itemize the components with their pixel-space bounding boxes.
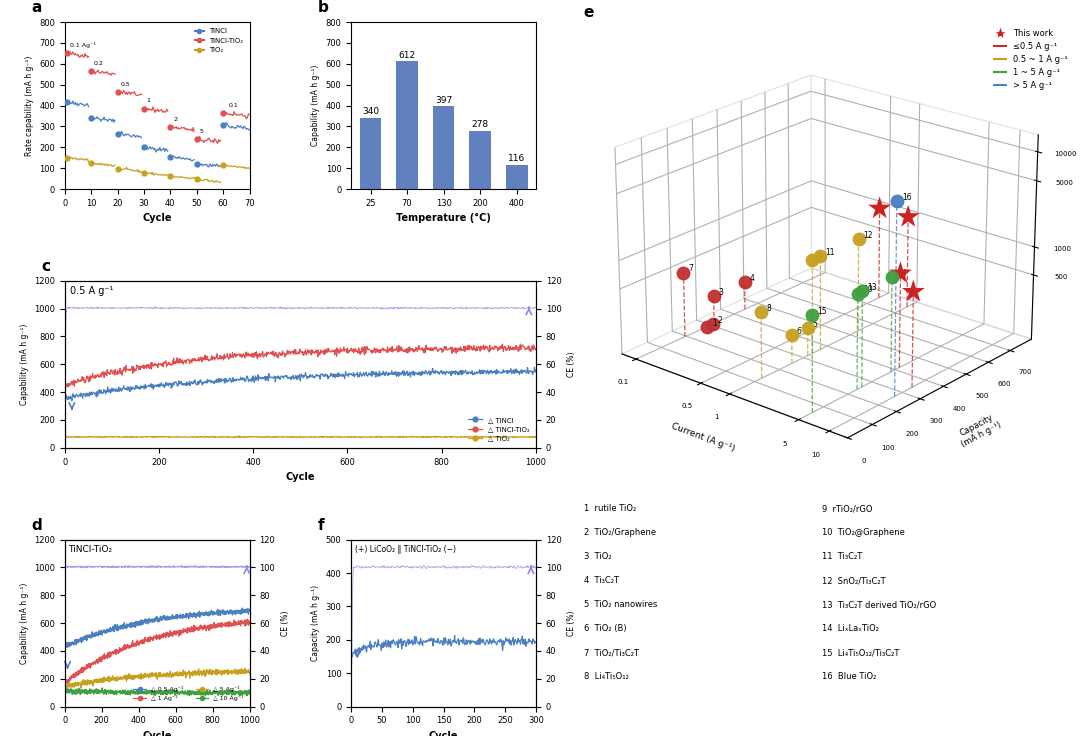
- Text: 4  Ti₃C₂T: 4 Ti₃C₂T: [584, 576, 620, 585]
- Text: 16  Blue TiO₂: 16 Blue TiO₂: [822, 672, 876, 681]
- Text: 14  LiₓLaₓTiO₂: 14 LiₓLaₓTiO₂: [822, 624, 879, 633]
- Text: 13  Ti₃C₂T derived TiO₂/rGO: 13 Ti₃C₂T derived TiO₂/rGO: [822, 600, 936, 609]
- Text: (+) LiCoO₂ ‖ TiNCl-TiO₂ (−): (+) LiCoO₂ ‖ TiNCl-TiO₂ (−): [355, 545, 456, 553]
- Text: 340: 340: [362, 107, 379, 116]
- Y-axis label: Rate capability (mA h g⁻¹): Rate capability (mA h g⁻¹): [25, 55, 33, 156]
- Bar: [469, 131, 491, 189]
- X-axis label: Temperature (°C): Temperature (°C): [396, 213, 491, 224]
- Text: 1  rutile TiO₂: 1 rutile TiO₂: [584, 504, 637, 513]
- Text: 612: 612: [399, 51, 416, 60]
- Bar: [433, 106, 455, 189]
- Text: 8  Li₄Ti₅O₁₂: 8 Li₄Ti₅O₁₂: [584, 672, 630, 681]
- Y-axis label: Capacity (mA h g⁻¹): Capacity (mA h g⁻¹): [311, 585, 320, 661]
- Text: e: e: [583, 5, 594, 21]
- Text: 6  TiO₂ (B): 6 TiO₂ (B): [584, 624, 627, 633]
- Text: 5  TiO₂ nanowires: 5 TiO₂ nanowires: [584, 600, 658, 609]
- Text: a: a: [31, 0, 42, 15]
- Text: 0.1: 0.1: [229, 102, 239, 107]
- Text: 11  Ti₃C₂T: 11 Ti₃C₂T: [822, 552, 862, 561]
- Text: d: d: [31, 517, 42, 533]
- Y-axis label: CE (%): CE (%): [567, 352, 576, 377]
- Y-axis label: CE (%): CE (%): [567, 610, 576, 636]
- X-axis label: Cycle: Cycle: [143, 213, 172, 223]
- Text: 3  TiO₂: 3 TiO₂: [584, 552, 612, 561]
- Y-axis label: Capability (mA h g⁻¹): Capability (mA h g⁻¹): [311, 65, 320, 146]
- Text: 0.5 A g⁻¹: 0.5 A g⁻¹: [69, 286, 113, 296]
- Text: 12  SnO₂/Ti₃C₂T: 12 SnO₂/Ti₃C₂T: [822, 576, 886, 585]
- Legend: TiNCl, TiNCl-TiO₂, TiO₂: TiNCl, TiNCl-TiO₂, TiO₂: [192, 26, 246, 56]
- Text: 278: 278: [472, 121, 488, 130]
- Text: 0.2: 0.2: [94, 61, 104, 66]
- Text: 0.5: 0.5: [120, 82, 130, 87]
- Y-axis label: Capacity
(mA h g⁻¹): Capacity (mA h g⁻¹): [955, 411, 1003, 449]
- Text: 5: 5: [200, 129, 203, 134]
- X-axis label: Current (A g⁻¹): Current (A g⁻¹): [670, 421, 735, 453]
- Text: 2  TiO₂/Graphene: 2 TiO₂/Graphene: [584, 528, 657, 537]
- Text: TiNCl-TiO₂: TiNCl-TiO₂: [68, 545, 112, 553]
- Text: b: b: [318, 0, 328, 15]
- Bar: [505, 165, 527, 189]
- Text: 397: 397: [435, 96, 453, 105]
- Legend: △ TiNCl, △ TiNCl-TiO₂, △ TiO₂: △ TiNCl, △ TiNCl-TiO₂, △ TiO₂: [465, 414, 532, 445]
- X-axis label: Cycle: Cycle: [143, 731, 172, 736]
- Text: 116: 116: [508, 154, 525, 163]
- Y-axis label: Capability (mA h g⁻¹): Capability (mA h g⁻¹): [19, 324, 28, 405]
- X-axis label: Cycle: Cycle: [429, 731, 458, 736]
- Bar: [396, 61, 418, 189]
- Text: 9  rTiO₂/rGO: 9 rTiO₂/rGO: [822, 504, 873, 513]
- Legend: △ 0.5 Ag⁻¹, △ 1 Ag⁻¹, △ 5 Ag⁻¹, △ 10 Ag⁻¹: △ 0.5 Ag⁻¹, △ 1 Ag⁻¹, △ 5 Ag⁻¹, △ 10 Ag⁻…: [131, 683, 246, 704]
- Text: 15  Li₄Ti₅O₁₂/Ti₃C₂T: 15 Li₄Ti₅O₁₂/Ti₃C₂T: [822, 648, 900, 657]
- Legend: This work, ≤0.5 A g⁻¹, 0.5 ~ 1 A g⁻¹, 1 ~ 5 A g⁻¹, > 5 A g⁻¹: This work, ≤0.5 A g⁻¹, 0.5 ~ 1 A g⁻¹, 1 …: [991, 26, 1070, 93]
- Text: 7  TiO₂/Ti₃C₂T: 7 TiO₂/Ti₃C₂T: [584, 648, 639, 657]
- Text: f: f: [318, 517, 324, 533]
- Text: c: c: [41, 259, 51, 274]
- Text: 10  TiO₂@Graphene: 10 TiO₂@Graphene: [822, 528, 905, 537]
- Text: 0.1 Ag⁻¹: 0.1 Ag⁻¹: [70, 42, 96, 48]
- Text: 1: 1: [147, 99, 150, 104]
- Bar: [360, 118, 381, 189]
- Text: 2: 2: [173, 117, 177, 122]
- X-axis label: Cycle: Cycle: [285, 472, 315, 482]
- Y-axis label: Capability (mA h g⁻¹): Capability (mA h g⁻¹): [19, 582, 28, 664]
- Y-axis label: CE (%): CE (%): [281, 610, 289, 636]
